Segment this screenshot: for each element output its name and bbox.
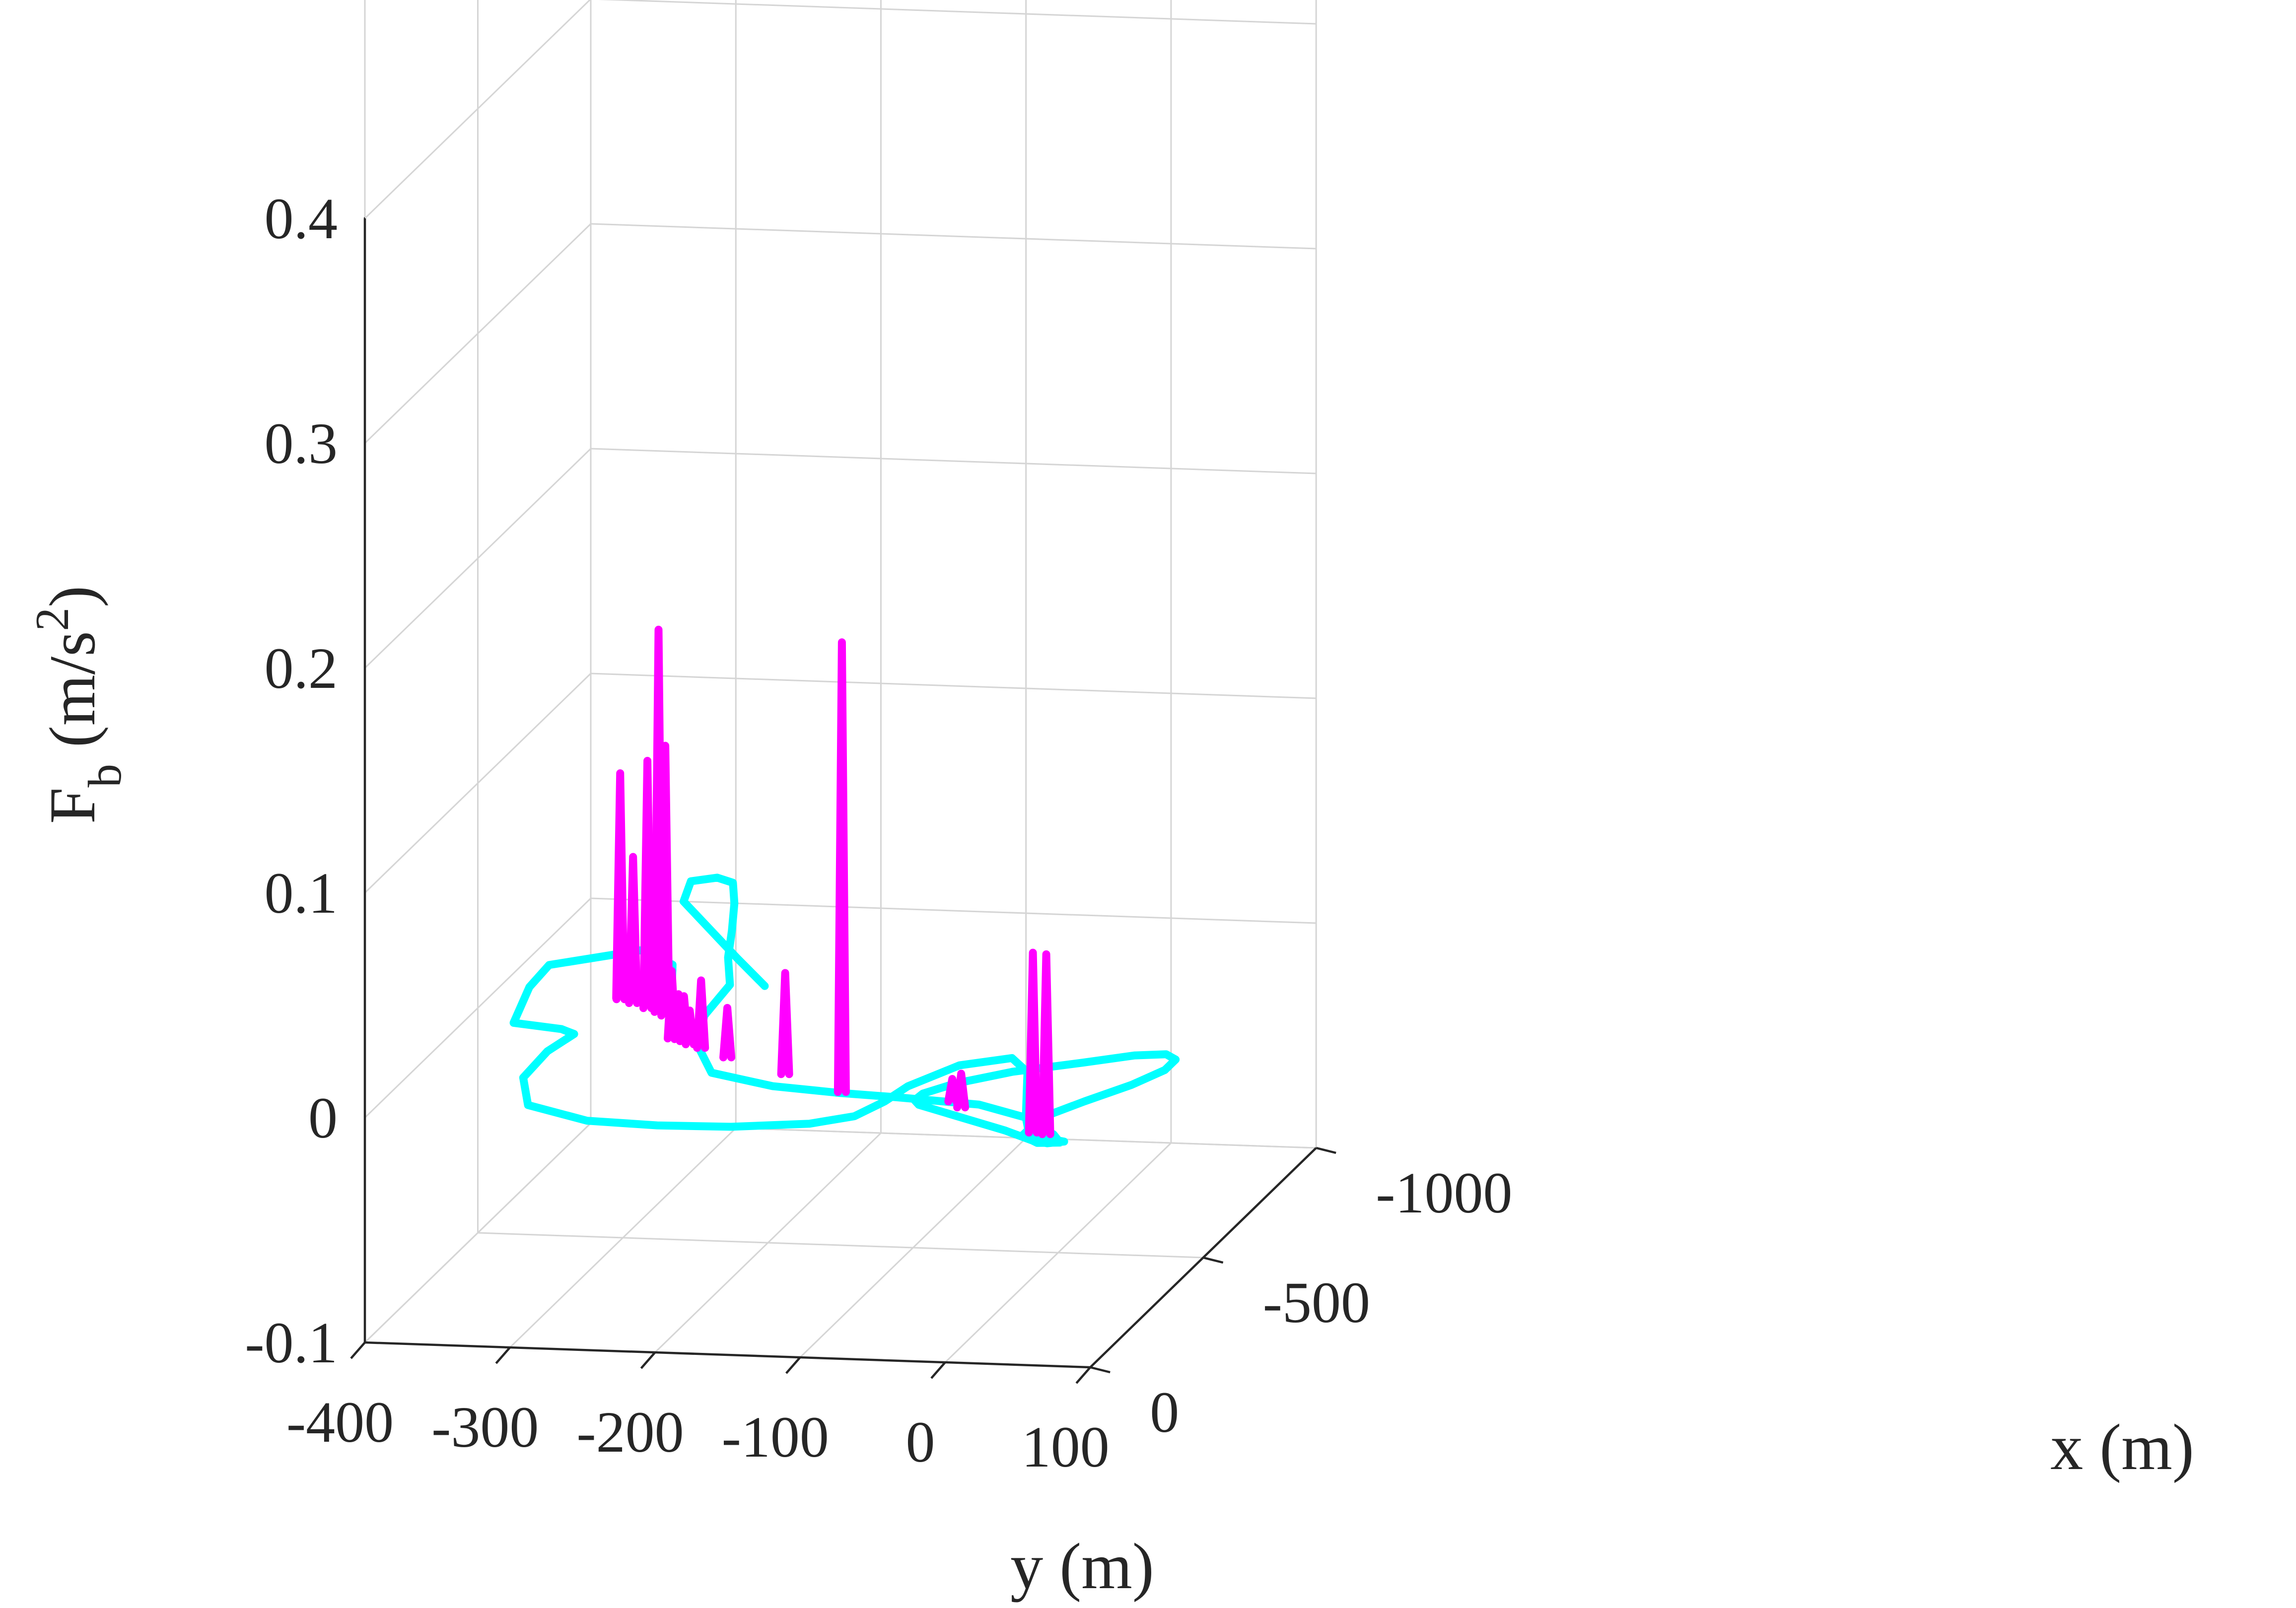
data-layer <box>509 625 1180 1147</box>
force-spike <box>693 976 709 1052</box>
trajectory-series <box>509 873 1180 1147</box>
force-spike <box>639 756 656 1012</box>
axis-layer <box>350 217 1336 1384</box>
grid-line-back-z <box>598 0 1317 25</box>
grid-line-back-z <box>590 672 1317 699</box>
x-tick-mark <box>1316 1146 1336 1154</box>
z-tick-label: -0.1 <box>245 1310 338 1375</box>
y-tick-mark <box>785 1356 801 1374</box>
y-tick-mark <box>640 1351 656 1369</box>
x-tick-label: -500 <box>1263 1270 1370 1335</box>
y-axis-line <box>364 1341 1091 1369</box>
z-tick-label: 0.4 <box>265 186 338 251</box>
y-tick-label: 100 <box>1022 1414 1110 1479</box>
y-tick-label: 0 <box>905 1409 935 1474</box>
x-tick-label: 0 <box>1150 1380 1179 1445</box>
force-spike <box>834 638 850 1096</box>
z-tick-label: 0.3 <box>265 411 338 476</box>
grid-line-back-z <box>590 223 1317 250</box>
z-axis-title-main: F <box>36 788 109 824</box>
z-axis-title-subscript: b <box>78 764 131 788</box>
force-spike <box>682 1006 698 1049</box>
grid-line-back-z <box>590 448 1317 474</box>
force-spike <box>1038 950 1054 1139</box>
y-tick-mark <box>350 1341 366 1359</box>
x-axis-title: x (m) <box>2050 1410 2194 1483</box>
force-spike <box>953 1070 970 1112</box>
force-spike <box>1025 948 1041 1137</box>
force-spike <box>777 969 793 1078</box>
grid-line-floor-x <box>478 1232 1203 1259</box>
y-tick-mark <box>1075 1366 1091 1384</box>
force-spike <box>612 894 628 1004</box>
y-tick-mark <box>930 1361 946 1379</box>
x-tick-mark <box>1203 1256 1224 1264</box>
z-tick-label: 0 <box>308 1085 338 1150</box>
z-tick-label: 0.1 <box>265 861 338 926</box>
y-tick-mark <box>495 1346 511 1364</box>
z-axis-title-superscript: 2 <box>26 607 78 631</box>
z-axis-title: Fb (m/s2) <box>26 586 131 824</box>
y-tick-label: -300 <box>431 1395 539 1460</box>
x-tick-mark <box>1090 1366 1111 1374</box>
force-spike <box>657 741 674 1020</box>
x-tick-label: -1000 <box>1376 1160 1512 1225</box>
y-tick-label: -400 <box>286 1390 394 1455</box>
y-tick-label: -200 <box>576 1400 684 1465</box>
grid-line-back-z <box>590 897 1317 924</box>
z-tick-label: 0.2 <box>265 636 338 701</box>
z-axis-title-close: ) <box>36 586 109 607</box>
y-axis-title: y (m) <box>1010 1530 1154 1603</box>
z-axis-title-unit: (m/s <box>36 631 109 764</box>
force-spike <box>719 1004 736 1062</box>
y-tick-label: -100 <box>722 1405 829 1470</box>
label-layer: 0.40.30.20.10-0.1-400 -300 -200 -100 0 100-10… <box>245 186 1512 1479</box>
force-spike <box>625 853 641 1007</box>
